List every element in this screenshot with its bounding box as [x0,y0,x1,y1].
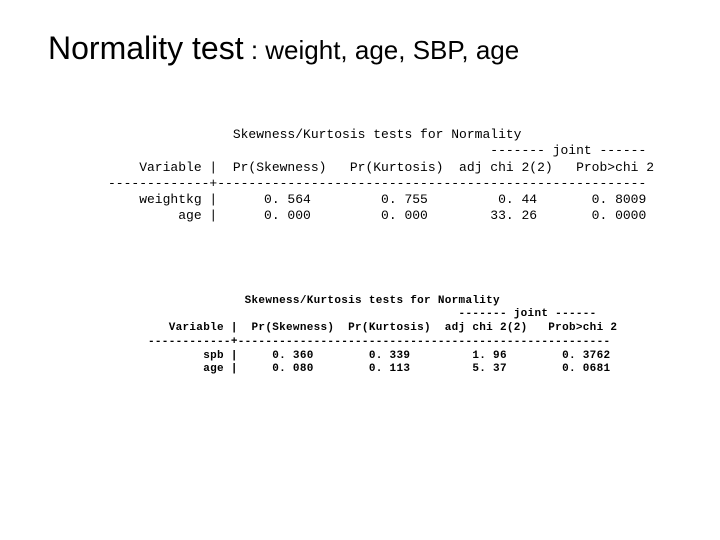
b1-rule: -------------+--------------------------… [108,176,646,191]
b2-header: Variable | Pr(Skewness) Pr(Kurtosis) adj… [148,322,617,334]
b2-row1: spb | 0. 360 0. 339 1. 96 0. 3762 [148,350,610,362]
slide-title: Normality test : weight, age, SBP, age [48,30,672,67]
title-sub: : weight, age, SBP, age [244,35,520,65]
b1-joint: ------- joint ------ [108,143,646,158]
b1-row2: age | 0. 000 0. 000 33. 26 0. 0000 [108,208,646,223]
b2-heading: Skewness/Kurtosis tests for Normality [148,295,500,307]
b1-row1: weightkg | 0. 564 0. 755 0. 44 0. 8009 [108,192,646,207]
b1-header: Variable | Pr(Skewness) Pr(Kurtosis) adj… [108,160,654,175]
b2-rule: ------------+---------------------------… [148,336,610,348]
stata-output-block-1: Skewness/Kurtosis tests for Normality --… [108,127,672,225]
stata-output-block-2: Skewness/Kurtosis tests for Normality --… [148,295,672,378]
title-main: Normality test [48,30,244,66]
b1-heading: Skewness/Kurtosis tests for Normality [108,127,521,142]
b2-joint: ------- joint ------ [148,308,597,320]
b2-row2: age | 0. 080 0. 113 5. 37 0. 0681 [148,363,610,375]
